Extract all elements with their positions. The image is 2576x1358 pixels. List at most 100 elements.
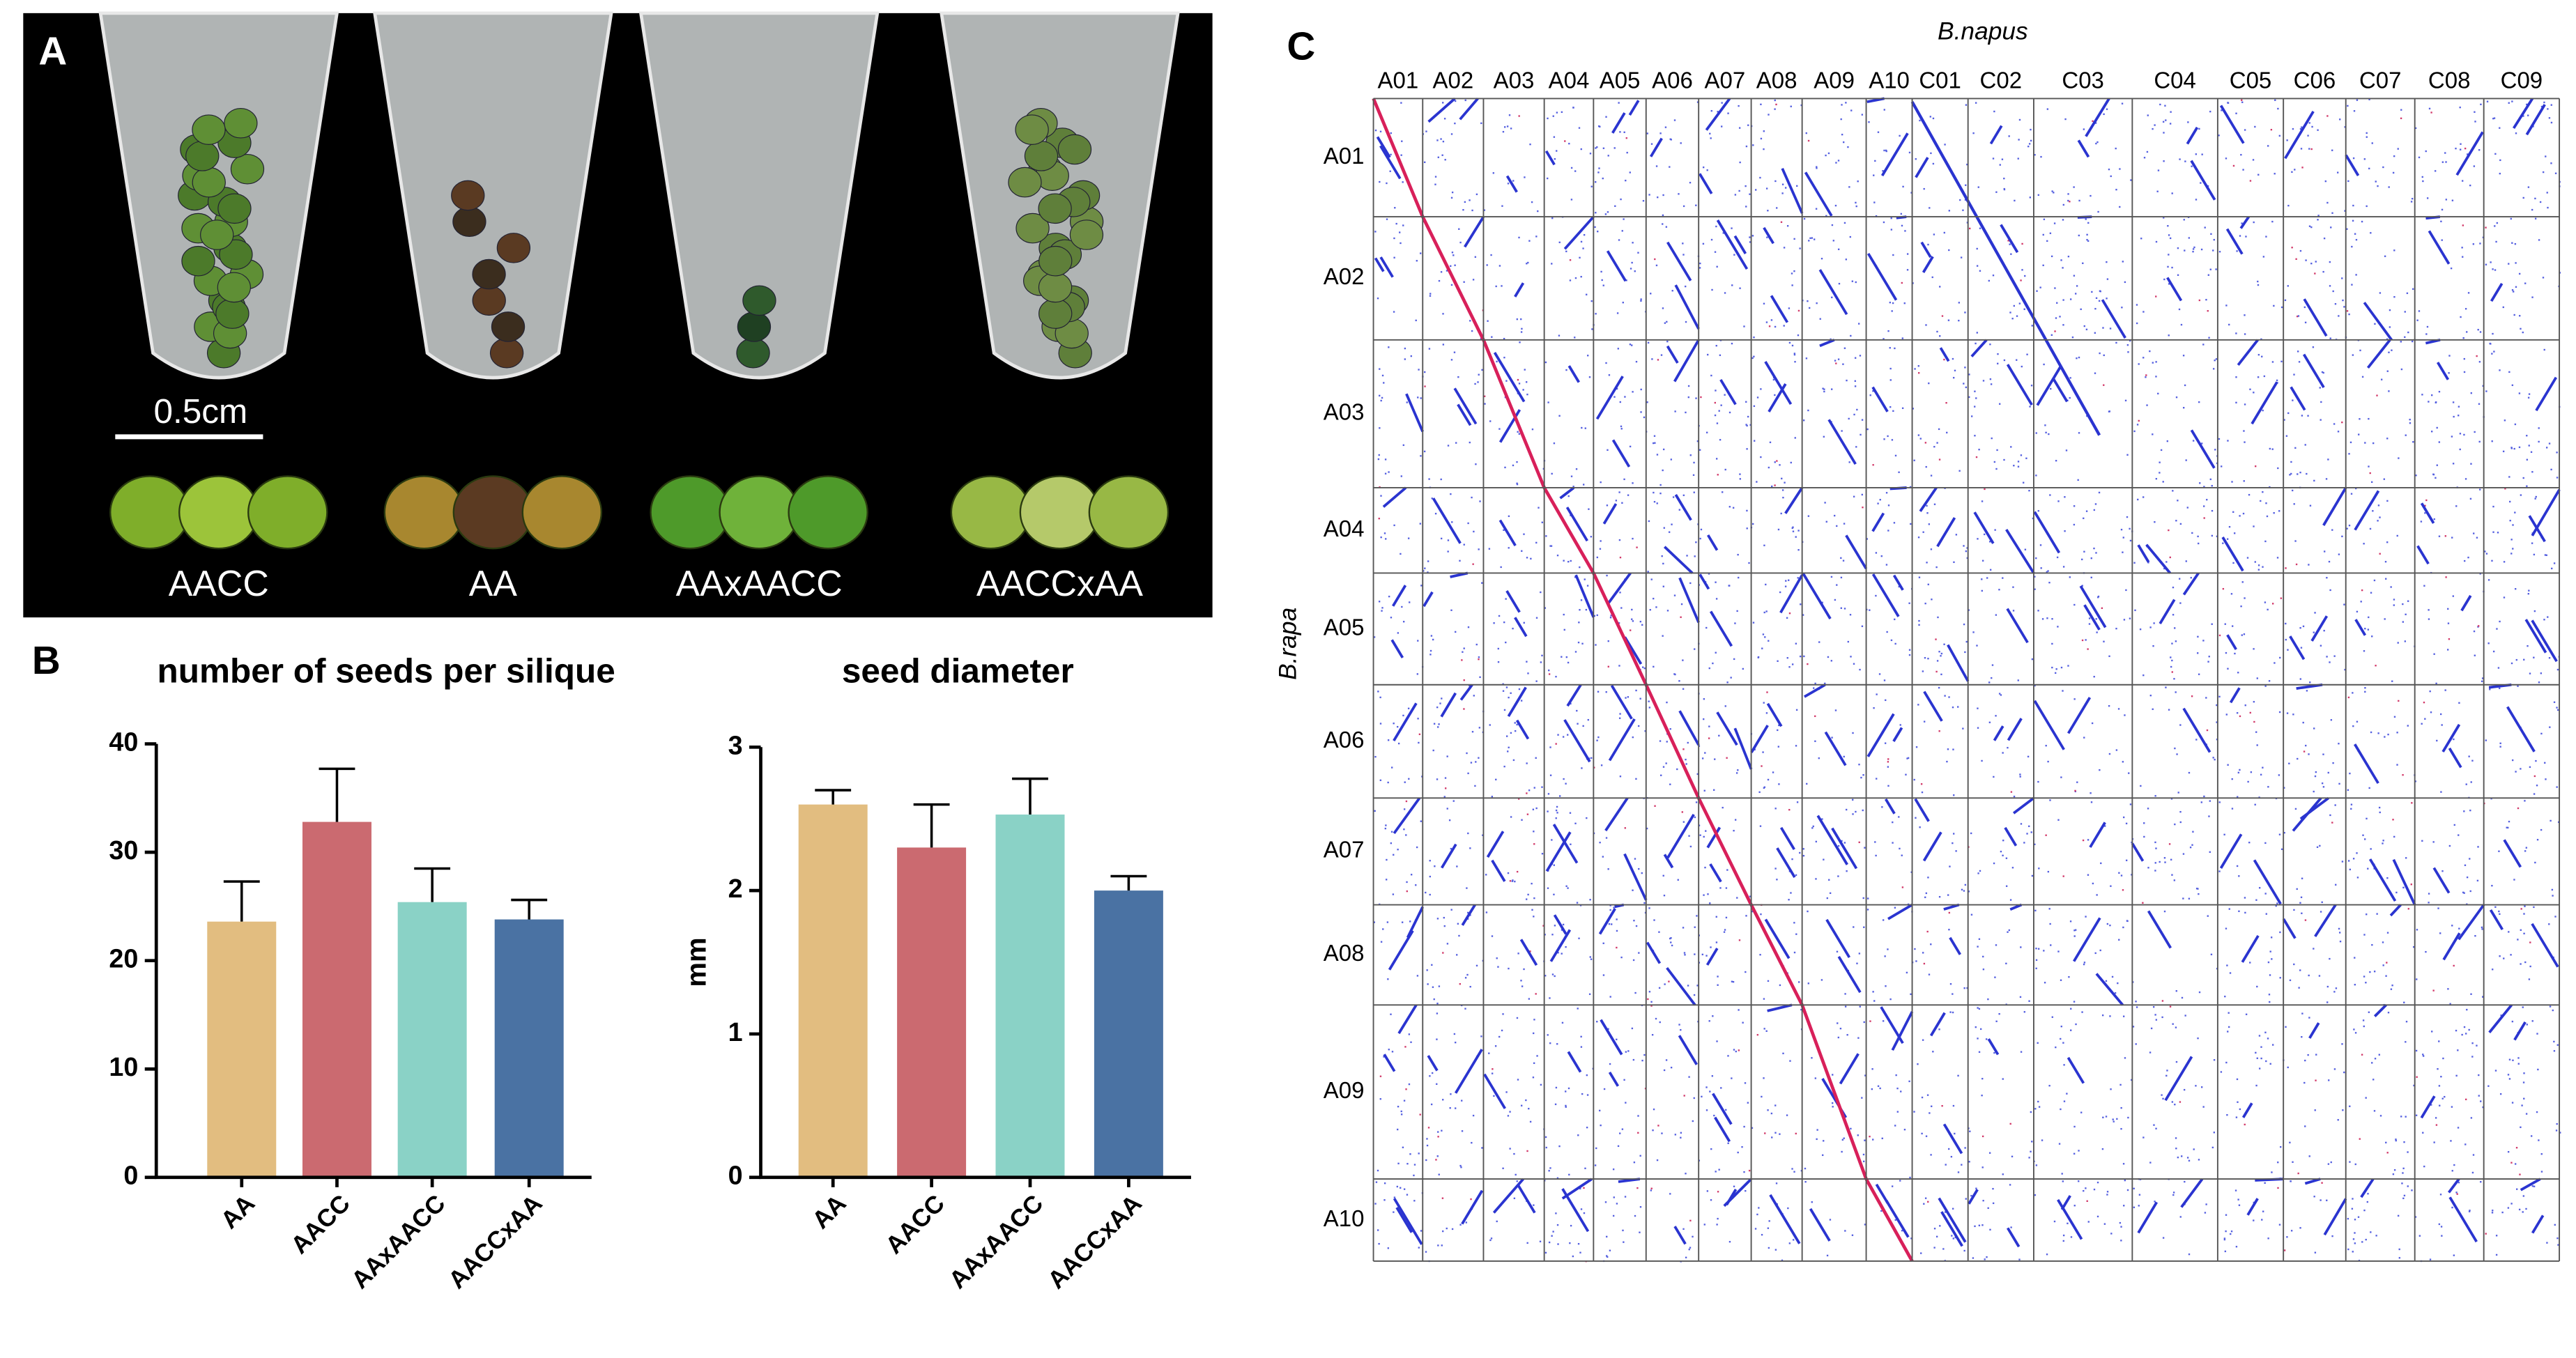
dot: [1396, 725, 1399, 728]
dot: [2253, 1219, 2255, 1221]
dot: [2331, 821, 2333, 824]
dot: [1989, 569, 1992, 571]
dot: [2271, 1044, 2274, 1046]
dot: [2037, 948, 2040, 950]
dot: [1503, 356, 1505, 359]
dot: [1374, 129, 1377, 132]
dot: [2174, 823, 2176, 826]
dot: [2229, 972, 2232, 974]
dot: [1385, 824, 1387, 826]
dot: [2341, 277, 2343, 279]
dot: [1504, 466, 1506, 469]
dot: [2044, 424, 2046, 426]
dot: [2308, 753, 2310, 755]
dot: [1508, 696, 1510, 699]
synteny-segment: [2229, 687, 2241, 704]
dot: [1964, 884, 1967, 886]
dot: [2368, 1011, 2370, 1013]
dot: [2218, 695, 2221, 698]
dot: [1515, 730, 1517, 732]
dot: [1632, 889, 1634, 891]
dot: [2069, 576, 2071, 578]
synteny-segment: [1707, 534, 1719, 551]
dot: [1938, 651, 1940, 653]
dot: [1567, 560, 1570, 563]
dot: [1692, 474, 1695, 477]
dot: [2171, 659, 2173, 662]
dot: [1963, 890, 1965, 892]
dot: [2373, 1110, 2376, 1112]
dot: [2017, 679, 2019, 681]
dot: [1784, 187, 1787, 189]
dot: [2482, 996, 2484, 998]
x-chromosome-label: C08: [2428, 68, 2471, 93]
dot: [1925, 465, 1927, 468]
dot: [2198, 299, 2201, 302]
synteny-segment: [1519, 939, 1538, 966]
dot: [2328, 560, 2331, 563]
dot: [1678, 509, 1680, 511]
dot: [2411, 802, 2413, 804]
dot: [1987, 1207, 1989, 1210]
dot: [1497, 647, 1499, 650]
dot: [1970, 913, 1973, 916]
dot: [1665, 1059, 1668, 1061]
dot: [1580, 599, 1583, 601]
dot: [1620, 607, 1623, 609]
dot: [2012, 610, 2015, 612]
seed: [496, 233, 531, 263]
dot: [2174, 627, 2176, 629]
dot: [2142, 357, 2145, 359]
dot: [2354, 1163, 2356, 1166]
dot: [1761, 765, 1763, 767]
dot: [2382, 166, 2384, 169]
dot: [1426, 1138, 1428, 1140]
dot: [2269, 1063, 2271, 1065]
synteny-segment: [2006, 364, 2033, 406]
dot: [2172, 1194, 2175, 1196]
dot: [2260, 1046, 2262, 1048]
dot: [1871, 1068, 1873, 1070]
y-chromosome-label: A09: [1324, 1077, 1365, 1103]
dot: [1859, 1005, 1861, 1008]
dot: [1565, 782, 1567, 785]
dot: [2487, 579, 2490, 581]
dot: [2131, 874, 2133, 876]
synteny-segment: [1987, 1038, 2000, 1056]
dot: [1768, 325, 1771, 327]
dot: [2441, 724, 2443, 726]
dot: [2149, 1162, 2152, 1164]
dot: [1577, 1134, 1579, 1136]
dot: [1436, 1003, 1439, 1005]
dot: [1716, 422, 1719, 424]
dot: [1430, 635, 1433, 637]
dot: [2367, 1193, 2369, 1195]
dot: [2257, 353, 2260, 356]
dot: [1787, 1207, 1789, 1210]
dot: [1532, 808, 1535, 810]
dot: [2509, 519, 2511, 522]
dot: [2108, 705, 2110, 707]
dot: [2347, 180, 2349, 183]
dot: [1403, 808, 1406, 810]
dot: [2271, 603, 2274, 605]
dot: [2343, 1071, 2345, 1074]
dot: [1896, 1087, 1899, 1090]
dot: [2432, 841, 2435, 843]
dot: [1719, 887, 1722, 889]
dot: [1557, 952, 1559, 954]
dot: [1378, 601, 1381, 603]
dot: [2389, 309, 2391, 311]
dot: [2499, 955, 2501, 957]
dot: [1606, 574, 1608, 577]
dot: [1978, 1051, 1981, 1054]
dot: [1887, 435, 1889, 438]
dot: [2299, 678, 2301, 680]
synteny-segment: [1566, 684, 1582, 707]
dot: [1606, 1255, 1608, 1257]
dot: [2165, 1074, 2168, 1077]
dot: [2294, 808, 2297, 810]
dot: [2271, 448, 2274, 450]
dot: [2329, 814, 2331, 817]
dot: [1620, 428, 1623, 430]
